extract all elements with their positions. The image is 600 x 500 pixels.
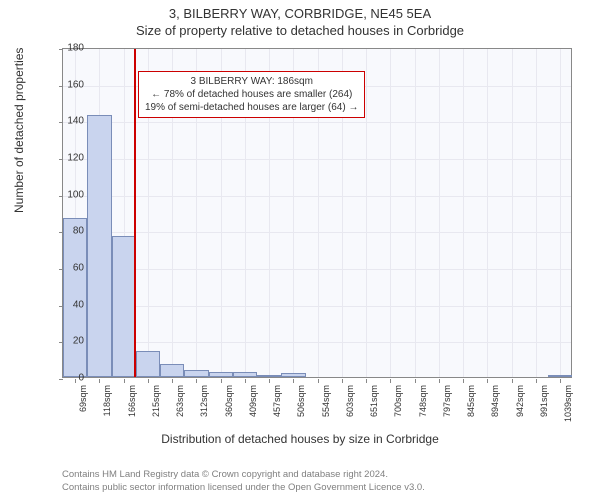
annotation-line-2: ← 78% of detached houses are smaller (26… <box>145 88 358 101</box>
gridline-v <box>560 49 561 377</box>
chart-container: 69sqm118sqm166sqm215sqm263sqm312sqm360sq… <box>62 48 572 378</box>
xtick-mark <box>415 379 416 383</box>
xtick-mark <box>269 379 270 383</box>
xtick-label: 215sqm <box>151 385 161 417</box>
ytick-label: 100 <box>54 189 84 200</box>
xtick-mark <box>342 379 343 383</box>
plot-area: 69sqm118sqm166sqm215sqm263sqm312sqm360sq… <box>62 48 572 378</box>
annotation-line-3: 19% of semi-detached houses are larger (… <box>145 101 358 114</box>
xtick-label: 457sqm <box>272 385 282 417</box>
histogram-bar <box>63 218 87 378</box>
caption-line-2: Contains public sector information licen… <box>62 482 425 494</box>
marker-line <box>134 49 136 377</box>
gridline-v <box>366 49 367 377</box>
xtick-label: 263sqm <box>175 385 185 417</box>
xtick-label: 409sqm <box>248 385 258 417</box>
histogram-bar <box>281 373 305 377</box>
ytick-label: 180 <box>54 43 84 54</box>
histogram-bar <box>136 351 160 377</box>
ytick-label: 20 <box>54 336 84 347</box>
xtick-label: 700sqm <box>393 385 403 417</box>
xtick-label: 603sqm <box>345 385 355 417</box>
gridline-v <box>512 49 513 377</box>
xtick-mark <box>463 379 464 383</box>
title-line-1: 3, BILBERRY WAY, CORBRIDGE, NE45 5EA <box>0 6 600 21</box>
xtick-label: 360sqm <box>224 385 234 417</box>
xtick-mark <box>560 379 561 383</box>
xtick-mark <box>196 379 197 383</box>
ytick-label: 80 <box>54 226 84 237</box>
xtick-label: 69sqm <box>78 385 88 412</box>
gridline-v <box>536 49 537 377</box>
x-axis-label: Distribution of detached houses by size … <box>0 432 600 446</box>
xtick-mark <box>366 379 367 383</box>
xtick-label: 942sqm <box>515 385 525 417</box>
xtick-mark <box>148 379 149 383</box>
histogram-bar <box>233 372 257 378</box>
xtick-mark <box>536 379 537 383</box>
xtick-mark <box>439 379 440 383</box>
caption-line-1: Contains HM Land Registry data © Crown c… <box>62 469 425 481</box>
gridline-v <box>439 49 440 377</box>
gridline-v <box>487 49 488 377</box>
xtick-mark <box>390 379 391 383</box>
histogram-bar <box>184 370 208 377</box>
title-line-2: Size of property relative to detached ho… <box>0 23 600 38</box>
xtick-label: 1039sqm <box>563 385 573 422</box>
ytick-label: 40 <box>54 299 84 310</box>
xtick-label: 166sqm <box>127 385 137 417</box>
annotation-box: 3 BILBERRY WAY: 186sqm← 78% of detached … <box>138 71 365 118</box>
ytick-label: 140 <box>54 116 84 127</box>
ytick-label: 160 <box>54 79 84 90</box>
xtick-label: 118sqm <box>102 385 112 416</box>
xtick-mark <box>124 379 125 383</box>
histogram-bar <box>112 236 136 377</box>
histogram-bar <box>209 372 233 378</box>
histogram-bar <box>257 375 281 377</box>
xtick-mark <box>512 379 513 383</box>
histogram-bar <box>87 115 111 377</box>
histogram-bar <box>548 375 572 377</box>
xtick-mark <box>221 379 222 383</box>
annotation-line-1: 3 BILBERRY WAY: 186sqm <box>145 75 358 88</box>
xtick-label: 797sqm <box>442 385 452 417</box>
xtick-label: 748sqm <box>418 385 428 417</box>
ytick-label: 60 <box>54 263 84 274</box>
gridline-v <box>415 49 416 377</box>
xtick-label: 845sqm <box>466 385 476 417</box>
chart-title-block: 3, BILBERRY WAY, CORBRIDGE, NE45 5EA Siz… <box>0 0 600 38</box>
xtick-label: 554sqm <box>321 385 331 417</box>
xtick-label: 651sqm <box>369 385 379 417</box>
xtick-label: 991sqm <box>539 385 549 417</box>
caption: Contains HM Land Registry data © Crown c… <box>62 469 425 494</box>
ytick-label: 120 <box>54 153 84 164</box>
gridline-v <box>463 49 464 377</box>
xtick-label: 312sqm <box>199 385 209 417</box>
xtick-mark <box>318 379 319 383</box>
y-axis-label: Number of detached properties <box>12 48 26 213</box>
xtick-label: 506sqm <box>296 385 306 417</box>
xtick-mark <box>487 379 488 383</box>
xtick-mark <box>245 379 246 383</box>
xtick-mark <box>293 379 294 383</box>
histogram-bar <box>160 364 184 377</box>
ytick-label: 0 <box>54 373 84 384</box>
gridline-v <box>390 49 391 377</box>
xtick-mark <box>99 379 100 383</box>
xtick-mark <box>172 379 173 383</box>
xtick-label: 894sqm <box>490 385 500 417</box>
